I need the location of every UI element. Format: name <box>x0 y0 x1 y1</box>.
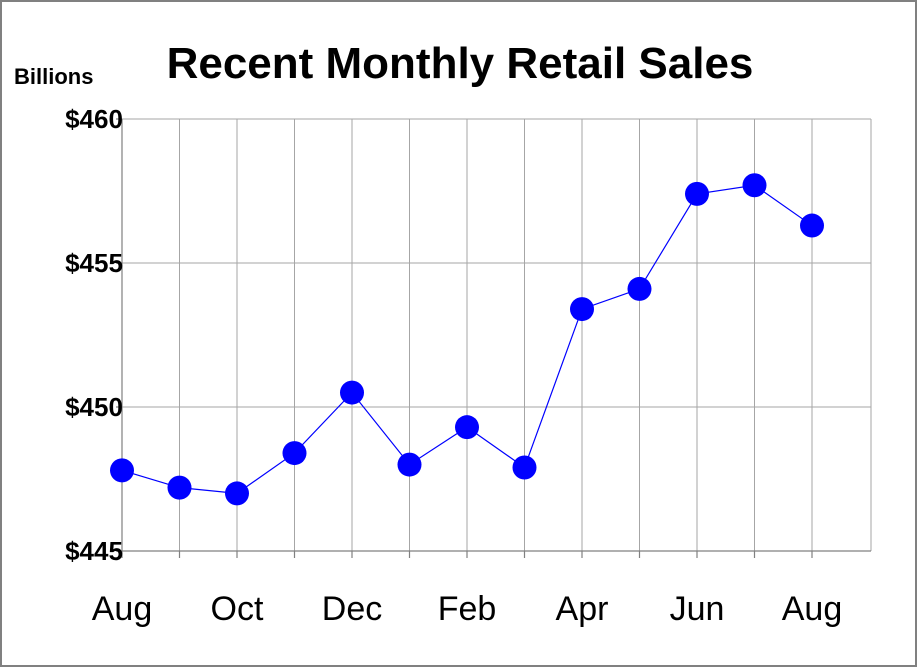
data-point-3 <box>282 441 307 466</box>
data-point-9 <box>627 276 652 301</box>
y-tick-label-0: $445 <box>65 536 123 566</box>
data-point-12 <box>800 213 824 238</box>
data-point-5 <box>397 452 422 477</box>
data-point-11 <box>742 173 767 198</box>
data-point-2 <box>225 481 249 506</box>
x-tick-label-2: Oct <box>211 590 264 628</box>
data-point-7 <box>512 455 537 480</box>
data-point-6 <box>455 415 479 440</box>
x-tick-label-12: Aug <box>782 590 843 628</box>
data-point-0 <box>110 458 134 483</box>
data-point-4 <box>340 380 364 405</box>
series-layer <box>110 173 824 506</box>
data-point-1 <box>167 475 192 500</box>
x-tick-label-4: Dec <box>322 590 382 628</box>
y-tick-label-2: $455 <box>65 248 123 278</box>
x-tick-label-6: Feb <box>438 590 497 628</box>
y-tick-label-1: $450 <box>65 392 123 422</box>
data-point-8 <box>570 297 594 322</box>
tick-label-layer: $445 $450 $455 $460 Aug Oct Dec Feb Apr Jun Aug <box>65 104 842 628</box>
data-point-10 <box>685 181 709 206</box>
y-tick-label-3: $460 <box>65 104 123 134</box>
x-tick-label-8: Apr <box>556 590 609 628</box>
x-tick-label-0: Aug <box>92 590 153 628</box>
y-axis-unit-label: Billions <box>14 64 93 89</box>
chart-title: Recent Monthly Retail Sales <box>167 39 754 88</box>
x-tick-label-10: Jun <box>670 590 725 628</box>
